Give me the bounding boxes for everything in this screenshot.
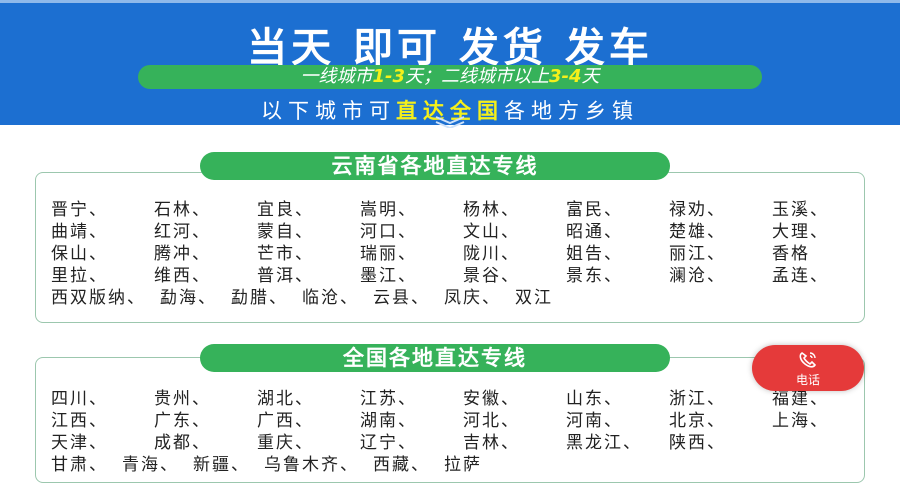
city-item: 石林、 bbox=[154, 200, 211, 220]
city-row: 里拉、 维西、 普洱、 墨江、 景谷、 景东、 澜沧、 孟连、 bbox=[51, 261, 875, 286]
city-item: 大理、 bbox=[772, 222, 829, 242]
yunnan-section-title: 云南省各地直达专线 bbox=[200, 152, 670, 180]
city-item: 吉林、 bbox=[463, 433, 520, 453]
city-row: 西双版纳、 勐海、 勐腊、 临沧、 云县、 凤庆、 双江 bbox=[51, 283, 875, 308]
city-item: 浙江、 bbox=[669, 389, 726, 409]
city-item: 陕西、 bbox=[669, 433, 726, 453]
city-row: 曲靖、 红河、 蒙自、 河口、 文山、 昭通、 楚雄、 大理、 bbox=[51, 217, 875, 242]
banner-subtitle: 以下城市可直达全国各地方乡镇 bbox=[0, 95, 900, 125]
city-item: 重庆、 bbox=[257, 433, 314, 453]
city-item: 杨林、 bbox=[463, 200, 520, 220]
city-item: 云县、 bbox=[373, 288, 430, 308]
city-item: 青海、 bbox=[122, 455, 179, 475]
city-item: 乌鲁木齐、 bbox=[264, 455, 359, 475]
city-item: 瑞丽、 bbox=[360, 244, 417, 264]
city-item: 昭通、 bbox=[566, 222, 623, 242]
city-item: 孟连、 bbox=[772, 266, 829, 286]
city-item: 维西、 bbox=[154, 266, 211, 286]
city-item: 河北、 bbox=[463, 411, 520, 431]
city-item: 腾冲、 bbox=[154, 244, 211, 264]
city-item: 广东、 bbox=[154, 411, 211, 431]
city-item: 普洱、 bbox=[257, 266, 314, 286]
city-item: 甘肃、 bbox=[51, 455, 108, 475]
city-row: 江西、 广东、 广西、 湖南、 河北、 河南、 北京、 上海、 bbox=[51, 406, 875, 431]
city-item: 丽江、 bbox=[669, 244, 726, 264]
city-item: 陇川、 bbox=[463, 244, 520, 264]
city-item: 宜良、 bbox=[257, 200, 314, 220]
city-item: 姐告、 bbox=[566, 244, 623, 264]
city-item: 临沧、 bbox=[302, 288, 359, 308]
city-item: 辽宁、 bbox=[360, 433, 417, 453]
city-item: 墨江、 bbox=[360, 266, 417, 286]
delivery-text: 天 bbox=[581, 66, 600, 87]
subtitle-text: 以下城市可 bbox=[261, 99, 396, 123]
delivery-text: 一线城市 bbox=[300, 66, 373, 87]
city-item: 蒙自、 bbox=[257, 222, 314, 242]
city-item: 楚雄、 bbox=[669, 222, 726, 242]
delivery-text: 天；二线城市以上 bbox=[405, 66, 549, 87]
city-item: 勐海、 bbox=[160, 288, 217, 308]
city-item: 文山、 bbox=[463, 222, 520, 242]
city-item: 四川、 bbox=[51, 389, 108, 409]
city-row: 甘肃、 青海、 新疆、 乌鲁木齐、 西藏、 拉萨 bbox=[51, 450, 875, 475]
city-item: 广西、 bbox=[257, 411, 314, 431]
delivery-days-tier1: 1-3 bbox=[372, 66, 405, 87]
national-section-title: 全国各地直达专线 bbox=[200, 344, 670, 372]
phone-button-label: 电话 bbox=[795, 373, 820, 387]
city-item: 双江 bbox=[515, 288, 553, 308]
city-item: 澜沧、 bbox=[669, 266, 726, 286]
city-item: 新疆、 bbox=[193, 455, 250, 475]
city-item: 天津、 bbox=[51, 433, 108, 453]
city-item: 江西、 bbox=[51, 411, 108, 431]
national-city-list: 四川、 贵州、 湖北、 江苏、 安徽、 山东、 浙江、 福建、江西、 广东、 广西、 湖南、 河北、 河… bbox=[35, 357, 865, 483]
delivery-days-tier2: 3-4 bbox=[549, 66, 582, 87]
city-row: 晋宁、 石林、 宜良、 嵩明、 杨林、 富民、 禄劝、 玉溪、 bbox=[51, 195, 875, 220]
subtitle-text: 各地方乡镇 bbox=[504, 99, 639, 123]
city-item: 西双版纳、 bbox=[51, 288, 146, 308]
city-item: 上海、 bbox=[772, 411, 829, 431]
city-item: 河口、 bbox=[360, 222, 417, 242]
city-row: 天津、 成都、 重庆、 辽宁、 吉林、 黑龙江、 陕西、 bbox=[51, 428, 875, 453]
banner-title: 当天 即可 发货 发车 bbox=[247, 25, 653, 71]
city-item: 江苏、 bbox=[360, 389, 417, 409]
phone-icon bbox=[799, 352, 817, 368]
city-item: 保山、 bbox=[51, 244, 108, 264]
city-item: 曲靖、 bbox=[51, 222, 108, 242]
chevron-down-icon bbox=[435, 116, 465, 128]
city-item: 拉萨 bbox=[444, 455, 482, 475]
city-item: 福建、 bbox=[772, 389, 829, 409]
city-item: 安徽、 bbox=[463, 389, 520, 409]
city-item: 景谷、 bbox=[463, 266, 520, 286]
city-item: 贵州、 bbox=[154, 389, 211, 409]
city-item: 香格 bbox=[772, 244, 810, 264]
city-item: 河南、 bbox=[566, 411, 623, 431]
delivery-time-pill: 一线城市1-3天；二线城市以上3-4天 bbox=[138, 65, 762, 89]
city-item: 北京、 bbox=[669, 411, 726, 431]
header-banner: 当天 即可 发货 发车 一线城市1-3天；二线城市以上3-4天 以下城市可直达全… bbox=[0, 0, 900, 128]
city-item: 西藏、 bbox=[373, 455, 430, 475]
city-item: 晋宁、 bbox=[51, 200, 108, 220]
city-item: 湖南、 bbox=[360, 411, 417, 431]
city-row: 保山、 腾冲、 芒市、 瑞丽、 陇川、 姐告、 丽江、 香格 bbox=[51, 239, 875, 264]
city-item: 红河、 bbox=[154, 222, 211, 242]
city-item: 黑龙江、 bbox=[566, 433, 642, 453]
city-item: 嵩明、 bbox=[360, 200, 417, 220]
city-item: 富民、 bbox=[566, 200, 623, 220]
city-item: 禄劝、 bbox=[669, 200, 726, 220]
city-item: 勐腊、 bbox=[231, 288, 288, 308]
city-item: 玉溪、 bbox=[772, 200, 829, 220]
city-item: 芒市、 bbox=[257, 244, 314, 264]
city-item: 山东、 bbox=[566, 389, 623, 409]
city-item: 凤庆、 bbox=[444, 288, 501, 308]
yunnan-city-list: 晋宁、 石林、 宜良、 嵩明、 杨林、 富民、 禄劝、 玉溪、曲靖、 红河、 蒙自、 河口、 文山、 昭… bbox=[35, 172, 865, 323]
city-item: 成都、 bbox=[154, 433, 211, 453]
city-row: 四川、 贵州、 湖北、 江苏、 安徽、 山东、 浙江、 福建、 bbox=[51, 384, 875, 409]
phone-call-button[interactable]: 电话 bbox=[752, 345, 864, 391]
city-item: 里拉、 bbox=[51, 266, 108, 286]
city-item: 景东、 bbox=[566, 266, 623, 286]
city-item: 湖北、 bbox=[257, 389, 314, 409]
subtitle-highlight: 直达全国 bbox=[396, 99, 504, 123]
